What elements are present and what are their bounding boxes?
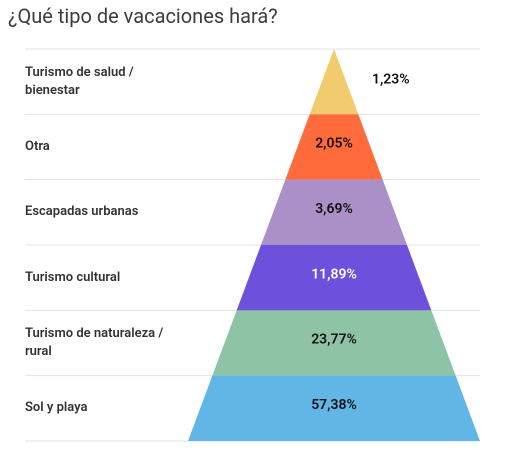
value-label: 57,38% — [311, 397, 357, 413]
value-label: 3,69% — [315, 201, 353, 217]
chart-title: ¿Qué tipo de vacaciones hará? — [8, 4, 278, 28]
category-label: Turismo de naturaleza / rural — [25, 326, 164, 359]
pyramid-segment — [285, 114, 383, 180]
pyramid-segment — [236, 245, 432, 311]
category-label: Otra — [25, 139, 50, 154]
pyramid-segment — [212, 310, 456, 376]
value-label: 2,05% — [315, 136, 353, 152]
pyramid-segment — [261, 179, 407, 245]
pyramid-segment — [309, 49, 359, 115]
category-label: Turismo de salud / bienestar — [25, 64, 134, 98]
value-label: 11,89% — [311, 266, 357, 282]
category-label: Turismo cultural — [25, 269, 121, 285]
category-label: Escapadas urbanas — [25, 204, 139, 220]
value-label: 23,77% — [311, 332, 357, 348]
category-label: Sol y playa — [25, 400, 88, 416]
pyramid-segment — [188, 375, 480, 441]
value-label: 1,23% — [372, 71, 410, 87]
